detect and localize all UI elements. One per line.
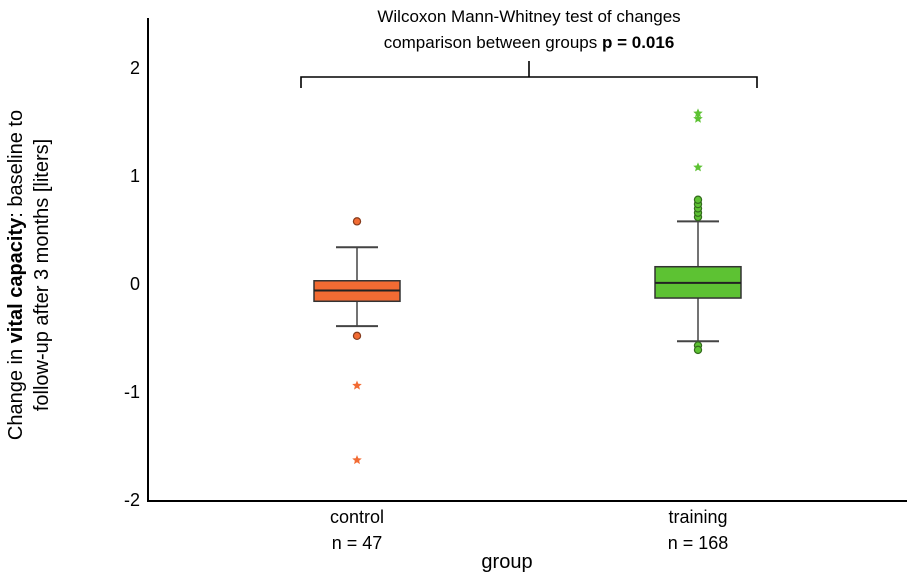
y-axis-title: Change in vital capacity: baseline to fo… bbox=[5, 110, 53, 440]
extreme-point bbox=[693, 108, 703, 118]
y-tick-label: -1 bbox=[124, 382, 140, 402]
outlier-point bbox=[693, 345, 703, 355]
box-group-training bbox=[654, 108, 742, 355]
extreme-point bbox=[693, 162, 703, 172]
sample-size-label: n = 47 bbox=[332, 533, 383, 553]
y-axis-ticks: 2 1 0 -1 -2 bbox=[124, 58, 140, 510]
y-tick-label: 0 bbox=[130, 274, 140, 294]
annotation-line2-prefix: comparison between groups bbox=[384, 33, 602, 52]
annotation-line2: comparison between groups p = 0.016 bbox=[384, 33, 675, 52]
box-series bbox=[313, 108, 742, 465]
category-label: control bbox=[330, 507, 384, 527]
y-tick-label: 1 bbox=[130, 166, 140, 186]
category-labels: control n = 47 training n = 168 bbox=[330, 507, 728, 553]
outlier-point bbox=[352, 217, 362, 226]
x-axis-title: group bbox=[481, 551, 532, 573]
y-axis-title-line2: follow-up after 3 months [liters] bbox=[31, 139, 53, 411]
box-group-control bbox=[313, 217, 401, 465]
extreme-point bbox=[693, 113, 703, 123]
y-tick-label: -2 bbox=[124, 490, 140, 510]
annotation-line1: Wilcoxon Mann-Whitney test of changes bbox=[377, 7, 680, 26]
outlier-point bbox=[693, 195, 703, 204]
y-axis-title-part3: : baseline to bbox=[5, 110, 27, 218]
extreme-point bbox=[352, 455, 362, 465]
outlier-point bbox=[352, 331, 362, 341]
annotation-p-value: p = 0.016 bbox=[602, 33, 674, 52]
category-label: training bbox=[668, 507, 727, 527]
y-axis-title-bold: vital capacity bbox=[5, 217, 27, 344]
y-axis-title-part1: Change in bbox=[5, 343, 27, 440]
extreme-point bbox=[352, 380, 362, 390]
significance-bracket bbox=[300, 61, 758, 88]
y-tick-label: 2 bbox=[130, 58, 140, 78]
sample-size-label: n = 168 bbox=[668, 533, 729, 553]
y-axis-title-line1: Change in vital capacity: baseline to bbox=[5, 110, 27, 440]
